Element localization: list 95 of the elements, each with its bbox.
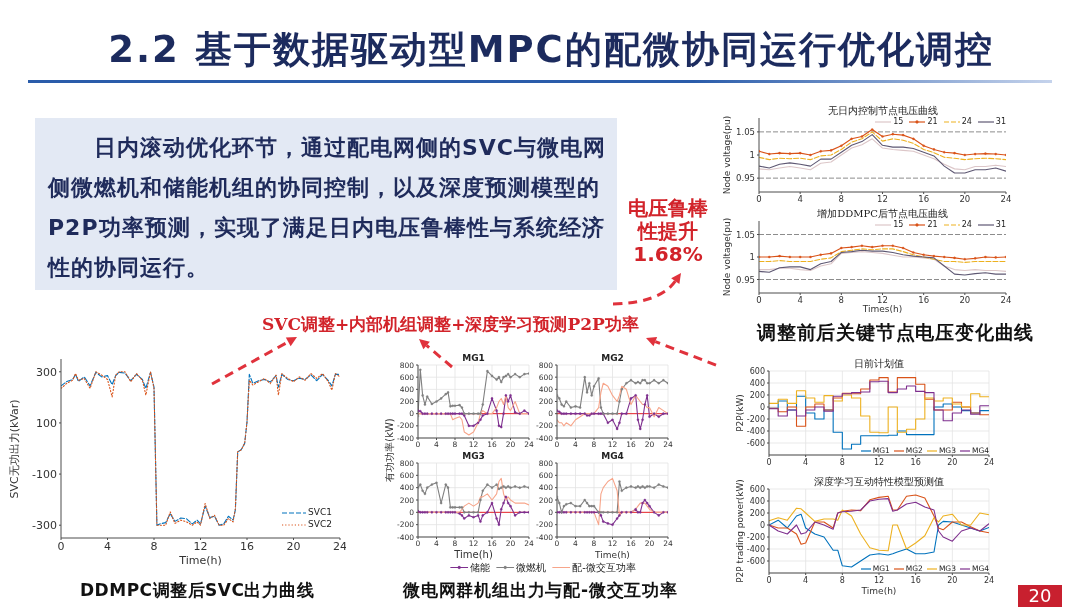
x-tick-label: 16 <box>240 539 254 553</box>
x-tick-label: 24 <box>1000 295 1012 306</box>
legend-label: 微燃机 <box>516 561 547 573</box>
y-tick-label: -400 <box>746 426 765 436</box>
y-tick-label: 200 <box>749 508 765 518</box>
x-tick-label: 24 <box>333 539 347 553</box>
x-tick-label: 8 <box>838 194 845 205</box>
y-tick-label: 400 <box>749 378 765 388</box>
y-tick-label: -200 <box>746 532 765 542</box>
y-axis-title: SVC无功出力(kVar) <box>7 398 21 499</box>
y-tick-label: 0.95 <box>736 274 755 285</box>
x-tick-label: 4 <box>803 575 809 585</box>
y-tick-label: -300 <box>32 519 57 533</box>
legend-label: 21 <box>927 117 938 127</box>
x-tick-label: 20 <box>959 194 971 205</box>
chart-title: MG1 <box>462 352 485 363</box>
legend-label: SVC2 <box>308 519 332 530</box>
legend-label: 21 <box>927 220 938 230</box>
x-tick-label: 8 <box>839 457 845 467</box>
chart-title: 无日内控制节点电压曲线 <box>827 105 938 116</box>
x-tick-label: 12 <box>877 194 888 205</box>
text: 电压鲁棒性提升 1.68% <box>627 196 709 266</box>
x-tick-label: 4 <box>803 457 809 467</box>
x-tick-label: 12 <box>193 539 208 553</box>
x-tick-label: 12 <box>877 295 888 306</box>
y-tick-label: 300 <box>36 365 57 379</box>
text: 调整前后关键节点电压变化曲线 <box>757 321 1035 343</box>
text: 2.2 基于数据驱动型MPC的配微协同运行优化调控 <box>108 28 994 71</box>
y-axis-title: Node voltage(pu) <box>721 115 732 195</box>
x-tick-label: 20 <box>959 295 971 306</box>
x-tick-label: 8 <box>839 575 845 585</box>
y-tick-label: 1 <box>749 252 755 263</box>
legend-label: 31 <box>995 117 1006 127</box>
y-tick-label: 0.95 <box>736 173 755 184</box>
x-axis-title: Time(h) <box>861 585 897 596</box>
x-tick-label: 20 <box>947 457 958 467</box>
chart-title: 日前计划值 <box>854 358 904 369</box>
chart-title: 增加DDMPC后节点电压曲线 <box>817 208 948 219</box>
x-tick-label: 8 <box>150 539 158 553</box>
chart-title: MG2 <box>601 352 624 363</box>
x-tick-label: 0 <box>766 575 772 585</box>
y-tick-label: 1 <box>749 150 755 161</box>
text: DDMPC调整后SVC出力曲线 <box>80 580 315 600</box>
x-tick-label: 12 <box>873 457 885 467</box>
x-tick-label: 16 <box>910 575 921 585</box>
legend-label: 24 <box>961 220 972 230</box>
x-tick-label: 24 <box>1000 194 1012 205</box>
x-tick-label: 8 <box>838 295 845 306</box>
x-axis-title: Times(h) <box>862 303 903 314</box>
legend-label: 15 <box>893 220 904 230</box>
y-axis-title: P2P trading power(kW) <box>734 479 745 583</box>
text: SVC调整+内部机组调整+深度学习预测P2P功率 <box>262 314 639 334</box>
x-tick-label: 16 <box>918 295 930 306</box>
y-tick-label: -400 <box>746 544 765 554</box>
x-tick-label: 24 <box>983 457 995 467</box>
text: 日内滚动优化环节，通过配电网侧的SVC与微电网侧微燃机和储能机组的协同控制，以及深度预测模型的P2P功率预测，实现了满足日内电压鲁棒性与系统经济性的协同运行。 <box>35 118 617 290</box>
legend-label: 31 <box>995 220 1006 230</box>
x-tick-label: 16 <box>910 457 921 467</box>
legend-label: 配-微交互功率 <box>572 561 636 573</box>
y-axis-title: 有功功率(kW) <box>384 418 395 482</box>
x-axis-title: Time(h) <box>179 553 222 567</box>
y-tick-label: -600 <box>746 556 765 566</box>
x-axis-title: Time(h) <box>454 549 493 560</box>
chart-title: MG4 <box>601 450 624 461</box>
x-tick-label: 24 <box>983 575 995 585</box>
y-tick-label: 100 <box>36 416 57 430</box>
x-tick-label: 16 <box>918 194 930 205</box>
legend-label: SVC1 <box>308 507 332 519</box>
x-tick-label: 20 <box>286 539 301 553</box>
x-axis-title: Time(h) <box>595 549 630 560</box>
text: 微电网群机组出力与配-微交互功率 <box>403 580 678 600</box>
y-tick-label: 0 <box>759 402 765 412</box>
x-tick-label: 12 <box>873 575 885 585</box>
x-tick-label: 20 <box>947 575 958 585</box>
y-tick-label: 600 <box>749 484 765 494</box>
y-tick-label: -100 <box>32 467 57 481</box>
y-tick-label: 0 <box>759 520 765 530</box>
y-tick-label: -600 <box>746 438 765 448</box>
x-tick-label: 0 <box>766 457 772 467</box>
x-tick-label: 4 <box>797 295 803 306</box>
y-tick-label: -200 <box>746 414 765 424</box>
x-tick-label: 4 <box>797 194 803 205</box>
chart-title: 深度学习互动特性模型预测值 <box>814 476 944 487</box>
y-tick-label: 1.05 <box>736 126 755 137</box>
legend-label: 储能 <box>470 561 491 573</box>
legend-label: 24 <box>961 117 972 127</box>
y-tick-label: 1.05 <box>736 229 755 240</box>
x-tick-label: 4 <box>104 539 111 553</box>
y-tick-label: 600 <box>749 366 765 376</box>
y-axis-title: P2P(kW) <box>734 394 745 432</box>
y-axis-title: Node voltage(pu) <box>721 217 732 297</box>
chart-title: MG3 <box>462 450 485 461</box>
y-tick-label: 400 <box>749 496 765 506</box>
y-tick-label: 200 <box>749 390 765 400</box>
legend-label: 15 <box>893 117 904 127</box>
